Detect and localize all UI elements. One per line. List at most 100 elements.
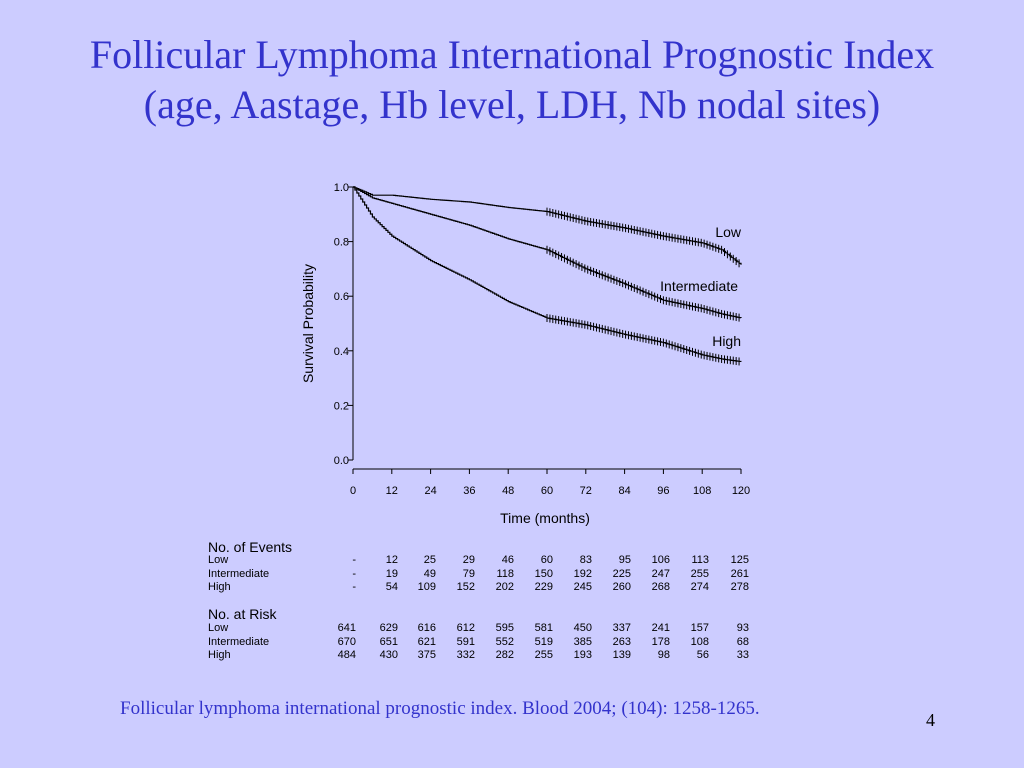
table-row-label: High bbox=[208, 649, 231, 661]
table-cell: 274 bbox=[690, 581, 709, 593]
x-tick-label: 48 bbox=[502, 485, 514, 497]
table-heading: No. at Risk bbox=[208, 606, 277, 622]
table-cell: 157 bbox=[690, 622, 709, 634]
table-cell: 106 bbox=[651, 554, 670, 566]
table-cell: 255 bbox=[690, 567, 709, 580]
x-tick-label: 120 bbox=[732, 485, 750, 497]
table-cell: 125 bbox=[730, 554, 749, 566]
censor-marks-high bbox=[546, 314, 740, 366]
table-cell: 245 bbox=[573, 581, 592, 593]
table-cell: 670 bbox=[337, 635, 356, 648]
y-tick-label: 0.4 bbox=[334, 346, 349, 358]
table-cell: 282 bbox=[495, 649, 514, 661]
y-axis-label: Survival Probability bbox=[300, 264, 316, 383]
table-heading: No. of Events bbox=[208, 539, 293, 555]
table-row-label: Low bbox=[208, 554, 229, 566]
table-cell: 12 bbox=[385, 554, 398, 566]
x-tick-label: 96 bbox=[657, 485, 669, 497]
censor-marks-low bbox=[546, 207, 740, 268]
table-cell: 192 bbox=[573, 567, 592, 580]
table-cell: 202 bbox=[495, 581, 514, 593]
table-cell: 118 bbox=[496, 567, 514, 580]
table-cell: 25 bbox=[423, 554, 436, 566]
table-cell: 178 bbox=[651, 635, 670, 648]
series-label-low: Low bbox=[715, 224, 742, 240]
table-cell: 150 bbox=[534, 567, 553, 580]
table-cell: 385 bbox=[573, 635, 592, 648]
series-label-intermediate: Intermediate bbox=[660, 278, 738, 294]
table-row-label: Intermediate bbox=[208, 635, 270, 648]
table-cell: 629 bbox=[379, 622, 398, 634]
censor-marks-intermediate bbox=[546, 245, 740, 322]
table-cell: 83 bbox=[579, 554, 592, 566]
table-cell: 95 bbox=[618, 554, 631, 566]
x-tick-label: 108 bbox=[693, 485, 711, 497]
y-tick-label: 0.2 bbox=[334, 400, 349, 412]
table-row-label: Low bbox=[208, 622, 229, 634]
x-tick-label: 84 bbox=[618, 485, 630, 497]
table-cell: 54 bbox=[385, 581, 398, 593]
table-cell: 152 bbox=[456, 581, 475, 593]
table-cell: 229 bbox=[534, 581, 553, 593]
table-cell: 33 bbox=[736, 649, 749, 661]
table-cell: - bbox=[352, 554, 356, 566]
x-tick-label: 12 bbox=[386, 485, 398, 497]
y-tick-label: 1.0 bbox=[334, 182, 349, 194]
table-cell: - bbox=[352, 567, 356, 580]
chart-curves bbox=[353, 186, 742, 366]
table-cell: 49 bbox=[423, 567, 436, 580]
table-cell: 19 bbox=[385, 567, 398, 580]
table-cell: 139 bbox=[612, 649, 631, 661]
table-cell: 247 bbox=[651, 567, 670, 580]
table-cell: 616 bbox=[417, 622, 436, 634]
x-axis-label: Time (months) bbox=[500, 510, 590, 526]
table-cell: 56 bbox=[696, 649, 709, 661]
table-cell: - bbox=[352, 581, 356, 593]
x-tick-label: 36 bbox=[463, 485, 475, 497]
table-cell: 332 bbox=[456, 649, 475, 661]
table-cell: 108 bbox=[690, 635, 709, 648]
y-tick-label: 0.8 bbox=[334, 237, 349, 249]
table-cell: 29 bbox=[462, 554, 475, 566]
table-cell: 591 bbox=[456, 635, 475, 648]
table-cell: 519 bbox=[534, 635, 553, 648]
table-cell: 337 bbox=[612, 622, 631, 634]
table-cell: 612 bbox=[456, 622, 475, 634]
table-cell: 46 bbox=[501, 554, 514, 566]
table-cell: 651 bbox=[379, 635, 398, 648]
title-line-1: Follicular Lymphoma International Progno… bbox=[89, 32, 935, 77]
table-cell: 375 bbox=[417, 649, 436, 661]
table-cell: 641 bbox=[337, 622, 356, 634]
table-row-label: Intermediate bbox=[208, 567, 270, 580]
table-cell: 261 bbox=[730, 567, 749, 580]
table-cell: 79 bbox=[462, 567, 475, 580]
y-tick-label: 0.6 bbox=[334, 291, 349, 303]
page-number: 4 bbox=[926, 710, 935, 730]
y-tick-label: 0.0 bbox=[334, 455, 349, 467]
table-cell: 93 bbox=[736, 622, 749, 634]
table-cell: 241 bbox=[651, 622, 670, 634]
table-cell: 278 bbox=[730, 581, 749, 593]
table-cell: 581 bbox=[534, 622, 553, 634]
table-cell: 430 bbox=[379, 649, 398, 661]
table-row-label: High bbox=[208, 581, 231, 593]
table-cell: 193 bbox=[573, 649, 592, 661]
table-cell: 60 bbox=[540, 554, 553, 566]
chart-labels: Low Intermediate High bbox=[660, 224, 742, 349]
slide-title: Follicular Lymphoma International Progno… bbox=[0, 30, 1024, 130]
citation: Follicular lymphoma international progno… bbox=[120, 698, 760, 719]
table-cell: 621 bbox=[417, 635, 436, 648]
series-label-high: High bbox=[712, 333, 741, 349]
table-cell: 595 bbox=[495, 622, 514, 634]
table-cell: 68 bbox=[736, 635, 749, 648]
x-tick-label: 60 bbox=[541, 485, 553, 497]
table-cell: 260 bbox=[612, 581, 631, 593]
table-cell: 484 bbox=[337, 649, 356, 661]
chart-axes: 0.0 0.2 0.4 0.6 0.8 1.0 0 12 24 36 48 60 72 84 96 108 12… bbox=[300, 182, 750, 526]
x-tick-label: 0 bbox=[350, 485, 356, 497]
table-cell: 450 bbox=[573, 622, 592, 634]
x-tick-label: 24 bbox=[424, 485, 436, 497]
table-cell: 255 bbox=[534, 649, 553, 661]
title-line-2: (age, Aastage, Hb level, LDH, Nb nodal s… bbox=[143, 82, 881, 127]
